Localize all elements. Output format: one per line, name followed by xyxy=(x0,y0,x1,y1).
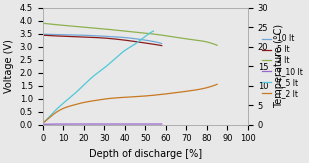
Y-axis label: Temperature (°C): Temperature (°C) xyxy=(274,24,284,108)
X-axis label: Depth of discharge [%]: Depth of discharge [%] xyxy=(89,149,202,159)
Y-axis label: Voltage (V): Voltage (V) xyxy=(4,39,14,93)
Legend: 10 It, 5 It, 2 It, T_10 It, T_5 It, T_2 It: 10 It, 5 It, 2 It, T_10 It, T_5 It, T_2 … xyxy=(262,34,303,98)
